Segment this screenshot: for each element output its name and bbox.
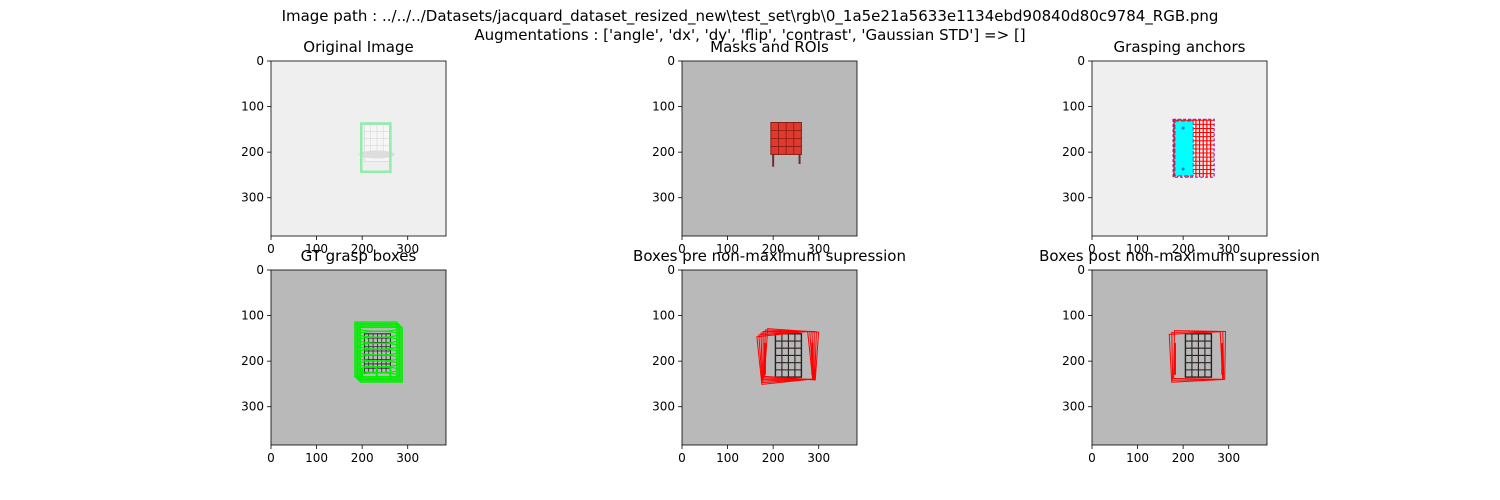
y-tick-label: 300: [1062, 191, 1085, 205]
y-tick-label: 100: [1062, 309, 1085, 323]
subplot-title: Masks and ROIs: [710, 38, 829, 56]
x-tick-label: 300: [396, 451, 419, 465]
x-tick-label: 200: [351, 451, 374, 465]
x-tick-label: 100: [1126, 451, 1149, 465]
x-tick-label: 300: [1217, 451, 1240, 465]
subplot-1: 0 100 200 300 0 100 200 300 Original Image: [241, 38, 447, 256]
subplot-5: 0 100 200 300 0 100 200 300 Boxes pre non-maximu…: [633, 247, 906, 465]
y-tick-label: 300: [1062, 400, 1085, 414]
predicted-box: [763, 328, 820, 381]
y-tick-label: 100: [1062, 100, 1085, 114]
subplot-title: Boxes post non-maximum supression: [1039, 247, 1320, 265]
axes-frame: [681, 269, 858, 446]
subplot-title: Grasping anchors: [1114, 38, 1246, 56]
y-tick-label: 100: [241, 100, 264, 114]
x-tick-label: 300: [1217, 242, 1240, 256]
x-tick-label: 100: [305, 242, 328, 256]
gt-grasp-box: [359, 326, 403, 383]
y-tick-label: 300: [652, 400, 675, 414]
gt-grasp-box: [357, 372, 400, 380]
predicted-box: [762, 331, 815, 380]
subplot-title: Original Image: [303, 38, 413, 56]
object-shadow: [358, 150, 395, 159]
x-tick-label: 300: [396, 242, 419, 256]
y-tick-label: 200: [241, 354, 264, 368]
x-tick-label: 200: [1172, 451, 1195, 465]
axes-frame: [1091, 60, 1268, 237]
anchor-point: [1181, 167, 1185, 171]
axes-frame: [681, 60, 858, 237]
x-tick-label: 0: [1088, 242, 1096, 256]
x-tick-label: 0: [678, 451, 686, 465]
x-tick-label: 100: [1126, 242, 1149, 256]
x-tick-label: 0: [267, 242, 275, 256]
axes-frame: [270, 269, 447, 446]
y-tick-label: 100: [652, 100, 675, 114]
y-tick-label: 300: [652, 191, 675, 205]
anchor-point: [1181, 126, 1185, 130]
gt-grasp-box: [356, 324, 401, 380]
subplot-3: 0 100 200 300 0 100 200 300 Grasping anchors: [1062, 38, 1268, 256]
y-tick-label: 100: [241, 309, 264, 323]
subplot-title: GT grasp boxes: [301, 247, 417, 265]
anchor-cyan-block: [1174, 120, 1194, 177]
subplot-title: Boxes pre non-maximum supression: [633, 247, 906, 265]
subplot-6: 0 100 200 300 0 100 200 300 Boxes post non-maxim…: [1039, 247, 1320, 465]
y-tick-label: 300: [241, 400, 264, 414]
x-tick-label: 300: [807, 242, 830, 256]
subplot-4: 0 100 200 300 0 100 200 300 GT grasp boxes: [241, 247, 447, 465]
y-tick-label: 0: [1077, 263, 1085, 277]
x-tick-label: 200: [1172, 242, 1195, 256]
image-background: [271, 61, 446, 236]
y-tick-label: 200: [1062, 145, 1085, 159]
x-tick-label: 100: [716, 451, 739, 465]
roi-box: [359, 122, 392, 173]
anchor-outline: [1172, 118, 1215, 178]
y-tick-label: 200: [241, 145, 264, 159]
x-tick-label: 0: [267, 451, 275, 465]
y-tick-label: 100: [652, 309, 675, 323]
axes-frame: [270, 60, 447, 237]
x-tick-label: 100: [305, 451, 328, 465]
figure-title-line-2: Augmentations : ['angle', 'dx', 'dy', 'f…: [474, 26, 1026, 44]
x-tick-label: 200: [762, 242, 785, 256]
y-tick-label: 0: [667, 263, 675, 277]
object-shape: [1184, 333, 1213, 378]
y-tick-label: 0: [667, 54, 675, 68]
x-tick-label: 200: [351, 242, 374, 256]
y-tick-label: 0: [1077, 54, 1085, 68]
x-tick-label: 200: [762, 451, 785, 465]
y-tick-label: 200: [1062, 354, 1085, 368]
image-background: [1092, 270, 1267, 445]
axes-frame: [1091, 269, 1268, 446]
y-tick-label: 0: [256, 263, 264, 277]
x-tick-label: 0: [678, 242, 686, 256]
figure-title-line-1: Image path : ../../../Datasets/jacquard_…: [281, 7, 1219, 25]
x-tick-label: 300: [807, 451, 830, 465]
y-tick-label: 0: [256, 54, 264, 68]
image-background: [682, 61, 857, 236]
y-tick-label: 300: [241, 191, 264, 205]
predicted-box: [756, 330, 814, 385]
subplot-2: 0 100 200 300 0 100 200 300 Masks and ROIs: [652, 38, 858, 256]
x-tick-label: 100: [716, 242, 739, 256]
y-tick-label: 200: [652, 354, 675, 368]
y-tick-label: 200: [652, 145, 675, 159]
image-background: [682, 270, 857, 445]
x-tick-label: 0: [1088, 451, 1096, 465]
